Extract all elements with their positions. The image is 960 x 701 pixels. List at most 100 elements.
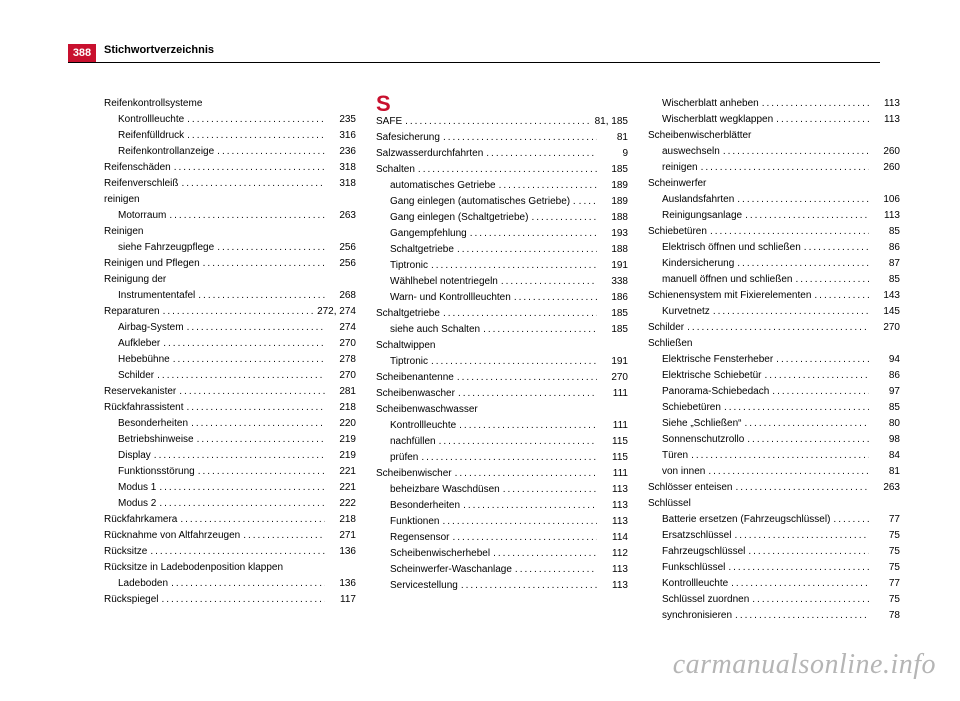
index-entry-page: 185 <box>600 162 628 178</box>
index-entry-page: 113 <box>872 208 900 224</box>
index-entry-label: Kindersicherung <box>662 256 734 272</box>
index-entry: Türen 84 <box>648 448 900 464</box>
index-columns: ReifenkontrollsystemeKontrollleuchte235R… <box>104 96 900 624</box>
leader-dots <box>737 192 869 208</box>
index-entry-page: 81 <box>600 130 628 146</box>
index-entry-label: Elektrische Fensterheber <box>662 352 773 368</box>
index-entry-label: siehe Fahrzeugpflege <box>118 240 214 256</box>
index-entry-page: 97 <box>872 384 900 400</box>
index-entry-label: Schaltgetriebe <box>390 242 454 258</box>
index-entry-page: 94 <box>872 352 900 368</box>
index-entry-label: Schaltwippen <box>376 338 435 354</box>
index-entry: Gang einlegen (Schaltgetriebe)188 <box>376 210 628 226</box>
index-entry-label: Funktionen <box>390 514 439 530</box>
index-entry-label: Reifenkontrollanzeige <box>118 144 214 160</box>
index-entry-page: 316 <box>328 128 356 144</box>
index-entry: Scheibenwischerblätter <box>648 128 900 144</box>
index-entry-label: Motorraum <box>118 208 166 224</box>
leader-dots <box>187 112 325 128</box>
index-entry-label: Reifenkontrollsysteme <box>104 96 202 112</box>
index-entry: Reinigen und Pflegen256 <box>104 256 356 272</box>
leader-dots <box>187 320 325 336</box>
index-entry: Servicestellung113 <box>376 578 628 594</box>
leader-dots <box>483 322 597 338</box>
index-entry-page: 75 <box>872 560 900 576</box>
index-entry-label: Besonderheiten <box>390 498 460 514</box>
index-entry-page: 193 <box>600 226 628 242</box>
index-entry-page: 106 <box>872 192 900 208</box>
index-entry-page: 274 <box>328 320 356 336</box>
index-entry-label: Funkschlüssel <box>662 560 725 576</box>
index-entry-page: 338 <box>600 274 628 290</box>
leader-dots <box>772 384 869 400</box>
index-entry-label: automatisches Getriebe <box>390 178 496 194</box>
index-entry: Scheinwerfer <box>648 176 900 192</box>
page-number-box: 388 <box>68 44 96 62</box>
index-entry: Schalten185 <box>376 162 628 178</box>
index-entry: siehe auch Schalten185 <box>376 322 628 338</box>
leader-dots <box>765 368 870 384</box>
index-entry-label: nachfüllen <box>390 434 436 450</box>
index-entry-label: Modus 1 <box>118 480 156 496</box>
index-entry-label: Safesicherung <box>376 130 440 146</box>
index-entry-page: 185 <box>600 322 628 338</box>
index-entry-page: 112 <box>600 546 628 562</box>
index-entry: siehe Fahrzeugpflege256 <box>104 240 356 256</box>
index-entry: Rücksitze136 <box>104 544 356 560</box>
index-entry-page: 263 <box>328 208 356 224</box>
index-entry-page: 80 <box>872 416 900 432</box>
index-entry-label: Hebebühne <box>118 352 170 368</box>
index-entry-label: Panorama-Schiebedach <box>662 384 769 400</box>
index-entry: Reinigen <box>104 224 356 240</box>
index-entry: Reifenfülldruck316 <box>104 128 356 144</box>
index-entry-label: Warn- und Kontrollleuchten <box>390 290 511 306</box>
index-entry-label: Reinigen und Pflegen <box>104 256 200 272</box>
index-entry: Wischerblatt anheben113 <box>648 96 900 112</box>
leader-dots <box>163 336 325 352</box>
leader-dots <box>776 112 869 128</box>
index-entry-label: Türen <box>662 448 688 464</box>
index-entry-label: Salzwasserdurchfahrten <box>376 146 483 162</box>
index-entry: Funktionsstörung221 <box>104 464 356 480</box>
index-entry-label: Kontrollleuchte <box>390 418 456 434</box>
index-entry: von innen81 <box>648 464 900 480</box>
index-entry-label: von innen <box>662 464 705 480</box>
leader-dots <box>191 416 325 432</box>
leader-dots <box>691 448 869 464</box>
index-entry-label: Gang einlegen (Schaltgetriebe) <box>390 210 528 226</box>
leader-dots <box>159 480 325 496</box>
leader-dots <box>804 240 869 256</box>
index-entry-label: Instrumententafel <box>118 288 195 304</box>
leader-dots <box>163 304 314 320</box>
index-entry-page: 84 <box>872 448 900 464</box>
leader-dots <box>198 288 325 304</box>
leader-dots <box>159 496 325 512</box>
index-entry: Rücksitze in Ladebodenposition klappen <box>104 560 356 576</box>
index-entry-page: 115 <box>600 450 628 466</box>
index-entry-page: 218 <box>328 512 356 528</box>
index-entry: Regensensor114 <box>376 530 628 546</box>
index-entry: Rückfahrassistent218 <box>104 400 356 416</box>
index-entry-label: Gang einlegen (automatisches Getriebe) . <box>390 194 576 210</box>
index-entry-page: 145 <box>872 304 900 320</box>
leader-dots <box>737 256 869 272</box>
index-entry-page: 86 <box>872 240 900 256</box>
index-entry-page: 270 <box>600 370 628 386</box>
leader-dots <box>745 208 869 224</box>
index-entry-page: 87 <box>872 256 900 272</box>
leader-dots <box>431 354 597 370</box>
index-entry-label: Servicestellung <box>390 578 458 594</box>
index-entry-label: Scheibenwaschwasser <box>376 402 478 418</box>
index-entry: Panorama-Schiebedach 97 <box>648 384 900 400</box>
index-entry: nachfüllen115 <box>376 434 628 450</box>
index-entry: Reifenschäden318 <box>104 160 356 176</box>
index-entry-label: Funktionsstörung <box>118 464 195 480</box>
index-entry: Reifenkontrollanzeige236 <box>104 144 356 160</box>
index-entry-label: Scheibenwischerblätter <box>648 128 751 144</box>
index-entry: Reifenkontrollsysteme <box>104 96 356 112</box>
index-entry: Gang einlegen (automatisches Getriebe) .… <box>376 194 628 210</box>
index-entry-label: Schiebetüren <box>648 224 707 240</box>
leader-dots <box>187 128 325 144</box>
index-entry: Scheibenwischer111 <box>376 466 628 482</box>
leader-dots <box>173 352 325 368</box>
